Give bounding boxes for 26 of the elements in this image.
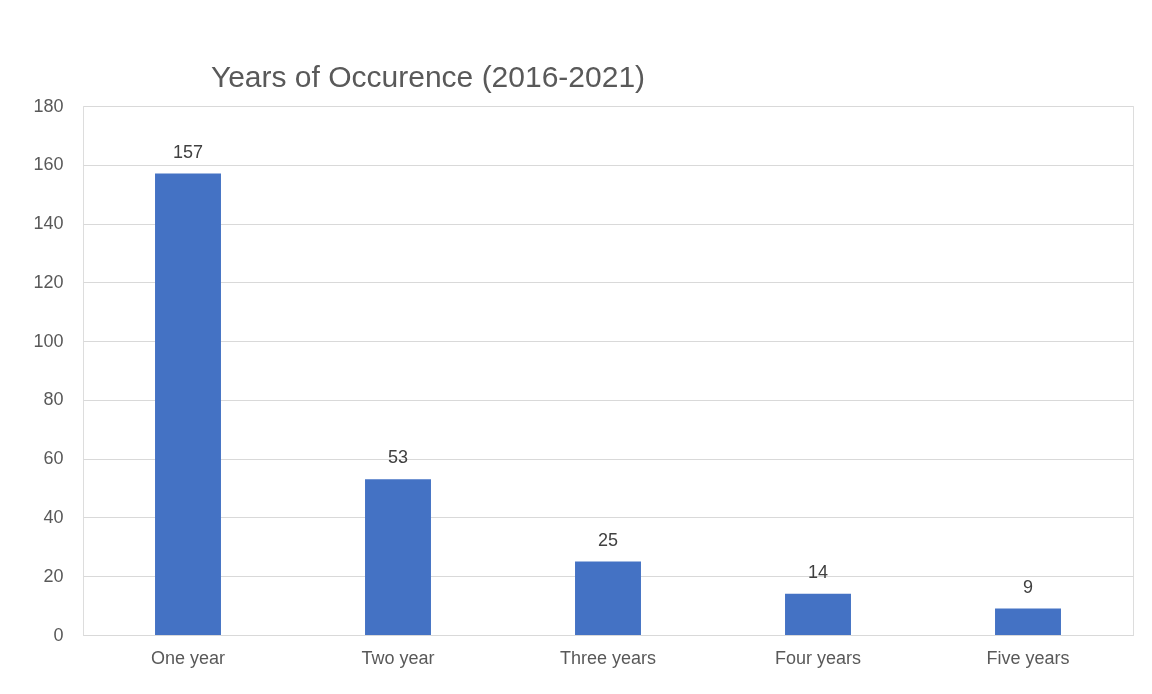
y-tick-label: 140 xyxy=(33,213,64,234)
data-label: 53 xyxy=(387,447,409,468)
bar xyxy=(365,479,431,635)
y-tick-label: 80 xyxy=(43,389,64,410)
y-tick-label: 40 xyxy=(43,506,64,527)
bar xyxy=(785,593,851,635)
data-label: 157 xyxy=(172,141,204,162)
bar xyxy=(995,608,1061,635)
y-tick-label: 120 xyxy=(33,271,64,292)
data-label: 25 xyxy=(597,529,619,550)
y-tick-label: 160 xyxy=(33,154,64,175)
y-tick-label: 0 xyxy=(53,624,64,645)
y-tick-label: 100 xyxy=(33,330,64,351)
x-tick-label: One year xyxy=(150,647,226,668)
data-label: 14 xyxy=(807,561,829,582)
y-tick-label: 60 xyxy=(43,448,64,469)
bar xyxy=(155,173,221,635)
x-tick-label: Two year xyxy=(361,647,435,668)
x-tick-label: Five years xyxy=(986,647,1070,668)
x-tick-label: Four years xyxy=(774,647,862,668)
chart-title: Years of Occurence (2016-2021) xyxy=(210,60,646,93)
y-tick-label: 20 xyxy=(43,565,64,586)
x-tick-label: Three years xyxy=(559,647,657,668)
bar xyxy=(575,561,641,635)
y-tick-label: 180 xyxy=(33,95,64,116)
data-label: 9 xyxy=(1022,576,1034,597)
